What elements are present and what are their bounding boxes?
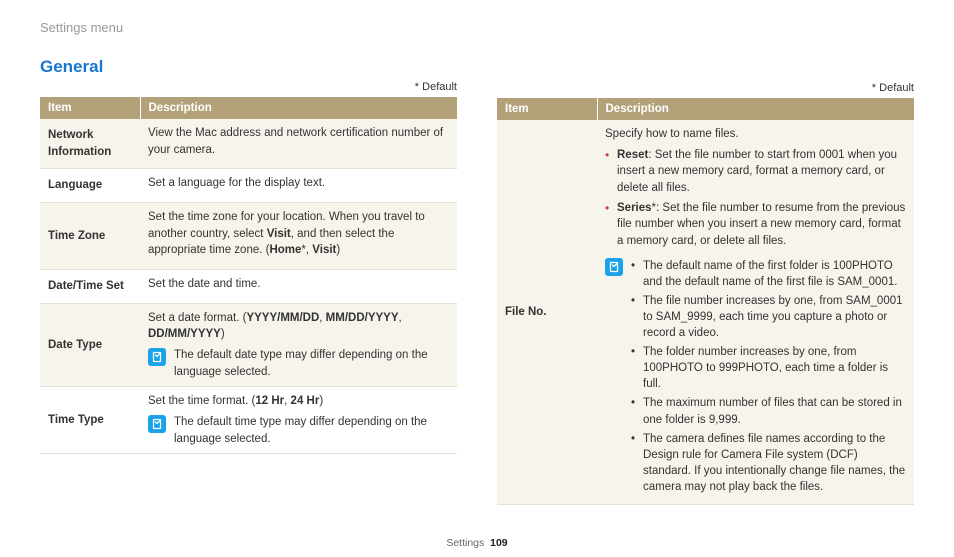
desc-cell: View the Mac address and network certifi… xyxy=(140,119,457,169)
list-item: Reset: Set the file number to start from… xyxy=(605,147,906,197)
default-marker-right: * Default xyxy=(497,82,914,94)
table-row: Date/Time SetSet the date and time. xyxy=(40,270,457,304)
desc-cell: Set the time zone for your location. Whe… xyxy=(140,203,457,270)
breadcrumb: Settings menu xyxy=(40,20,457,35)
list-item: The file number increases by one, from S… xyxy=(631,293,906,341)
table-row: LanguageSet a language for the display t… xyxy=(40,169,457,203)
file-no-options: Reset: Set the file number to start from… xyxy=(605,147,906,250)
file-no-notes: The default name of the first folder is … xyxy=(605,256,906,498)
right-column: * Default Item Description File No. Spec… xyxy=(497,20,914,505)
desc-file-no: Specify how to name files. Reset: Set th… xyxy=(597,120,914,505)
desc-cell: Set the date and time. xyxy=(140,270,457,304)
item-cell: Network Information xyxy=(40,119,140,169)
list-item: The folder number increases by one, from… xyxy=(631,344,906,392)
settings-table-left: Item Description Network InformationView… xyxy=(40,97,457,454)
desc-cell: Set a language for the display text. xyxy=(140,169,457,203)
note-icon xyxy=(148,415,166,433)
page-number: 109 xyxy=(490,537,508,549)
settings-table-right: Item Description File No. Specify how to… xyxy=(497,98,914,505)
table-row: Date TypeSet a date format. (YYYY/MM/DD,… xyxy=(40,303,457,387)
th-item: Item xyxy=(40,97,140,119)
list-item: The camera defines file names according … xyxy=(631,431,906,495)
left-column: Settings menu General * Default Item Des… xyxy=(40,20,457,505)
section-title: General xyxy=(40,57,457,77)
table-row: File No. Specify how to name files. Rese… xyxy=(497,120,914,505)
item-cell: Date Type xyxy=(40,303,140,387)
item-cell: Language xyxy=(40,169,140,203)
page-footer: Settings 109 xyxy=(0,537,954,549)
table-row: Time ZoneSet the time zone for your loca… xyxy=(40,203,457,270)
note-text: The default time type may differ dependi… xyxy=(174,414,449,447)
note-icon xyxy=(605,258,623,276)
note-icon xyxy=(148,348,166,366)
footer-label: Settings xyxy=(446,537,484,549)
default-marker-left: * Default xyxy=(40,81,457,93)
desc-cell: Set a date format. (YYYY/MM/DD, MM/DD/YY… xyxy=(140,303,457,387)
file-no-intro: Specify how to name files. xyxy=(605,126,906,143)
desc-cell: Set the time format. (12 Hr, 24 Hr)The d… xyxy=(140,387,457,454)
file-no-note-list: The default name of the first folder is … xyxy=(631,258,906,498)
list-item: The default name of the first folder is … xyxy=(631,258,906,290)
list-item: Series*: Set the file number to resume f… xyxy=(605,200,906,250)
item-file-no: File No. xyxy=(497,120,597,505)
table-row: Time TypeSet the time format. (12 Hr, 24… xyxy=(40,387,457,454)
item-cell: Time Type xyxy=(40,387,140,454)
table-row: Network InformationView the Mac address … xyxy=(40,119,457,169)
th-description-r: Description xyxy=(597,98,914,120)
item-cell: Date/Time Set xyxy=(40,270,140,304)
th-description: Description xyxy=(140,97,457,119)
list-item: The maximum number of files that can be … xyxy=(631,395,906,427)
item-cell: Time Zone xyxy=(40,203,140,270)
note-text: The default date type may differ dependi… xyxy=(174,347,449,380)
th-item-r: Item xyxy=(497,98,597,120)
